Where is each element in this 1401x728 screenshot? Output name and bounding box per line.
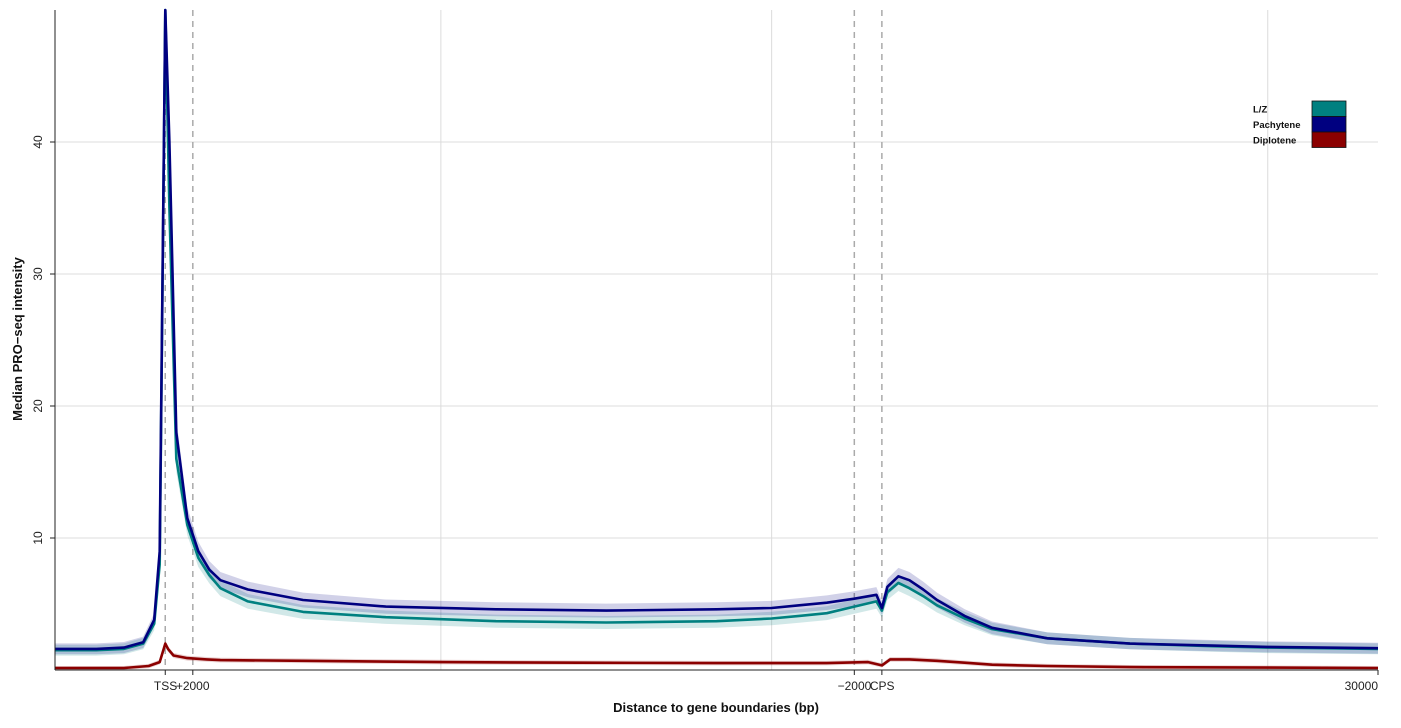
- legend-label-diplotene: Diplotene: [1253, 136, 1296, 147]
- band-pachytene: [55, 10, 1378, 655]
- series-line-lz: [55, 8, 1379, 652]
- series-line-diplotene: [55, 642, 1379, 670]
- legend: L/Z Pachytene Diplotene: [1253, 100, 1347, 148]
- legend-swatch-pachytene: [1311, 116, 1347, 133]
- legend-swatch-lz: [1311, 100, 1347, 117]
- series-line-pachytene: [55, 8, 1379, 651]
- confidence-bands: [55, 10, 1378, 670]
- series-lines: [55, 8, 1379, 670]
- boundary-markers: [164, 10, 883, 670]
- y-tick-label: 20: [31, 399, 45, 413]
- y-tick-label: 10: [31, 531, 45, 545]
- band-lz: [55, 10, 1378, 656]
- x-tick-label: TSS: [154, 679, 177, 693]
- legend-swatch-diplotene: [1311, 131, 1347, 148]
- x-tick-label: −2000: [838, 679, 872, 693]
- legend-label-lz: L/Z: [1253, 105, 1267, 116]
- legend-label-pachytene: Pachytene: [1253, 120, 1301, 131]
- y-axis-title: Median PRO−seq intensity: [10, 256, 25, 420]
- y-tick-label: 30: [31, 267, 45, 281]
- x-tick-label: +2000: [176, 679, 210, 693]
- axes: [50, 10, 1379, 675]
- x-tick-label: CPS: [870, 679, 895, 693]
- x-tick-label: 30000: [1345, 679, 1379, 693]
- x-axis-title: Distance to gene boundaries (bp): [613, 700, 819, 715]
- grid-layer: [55, 10, 1378, 670]
- y-tick-label: 40: [31, 135, 45, 149]
